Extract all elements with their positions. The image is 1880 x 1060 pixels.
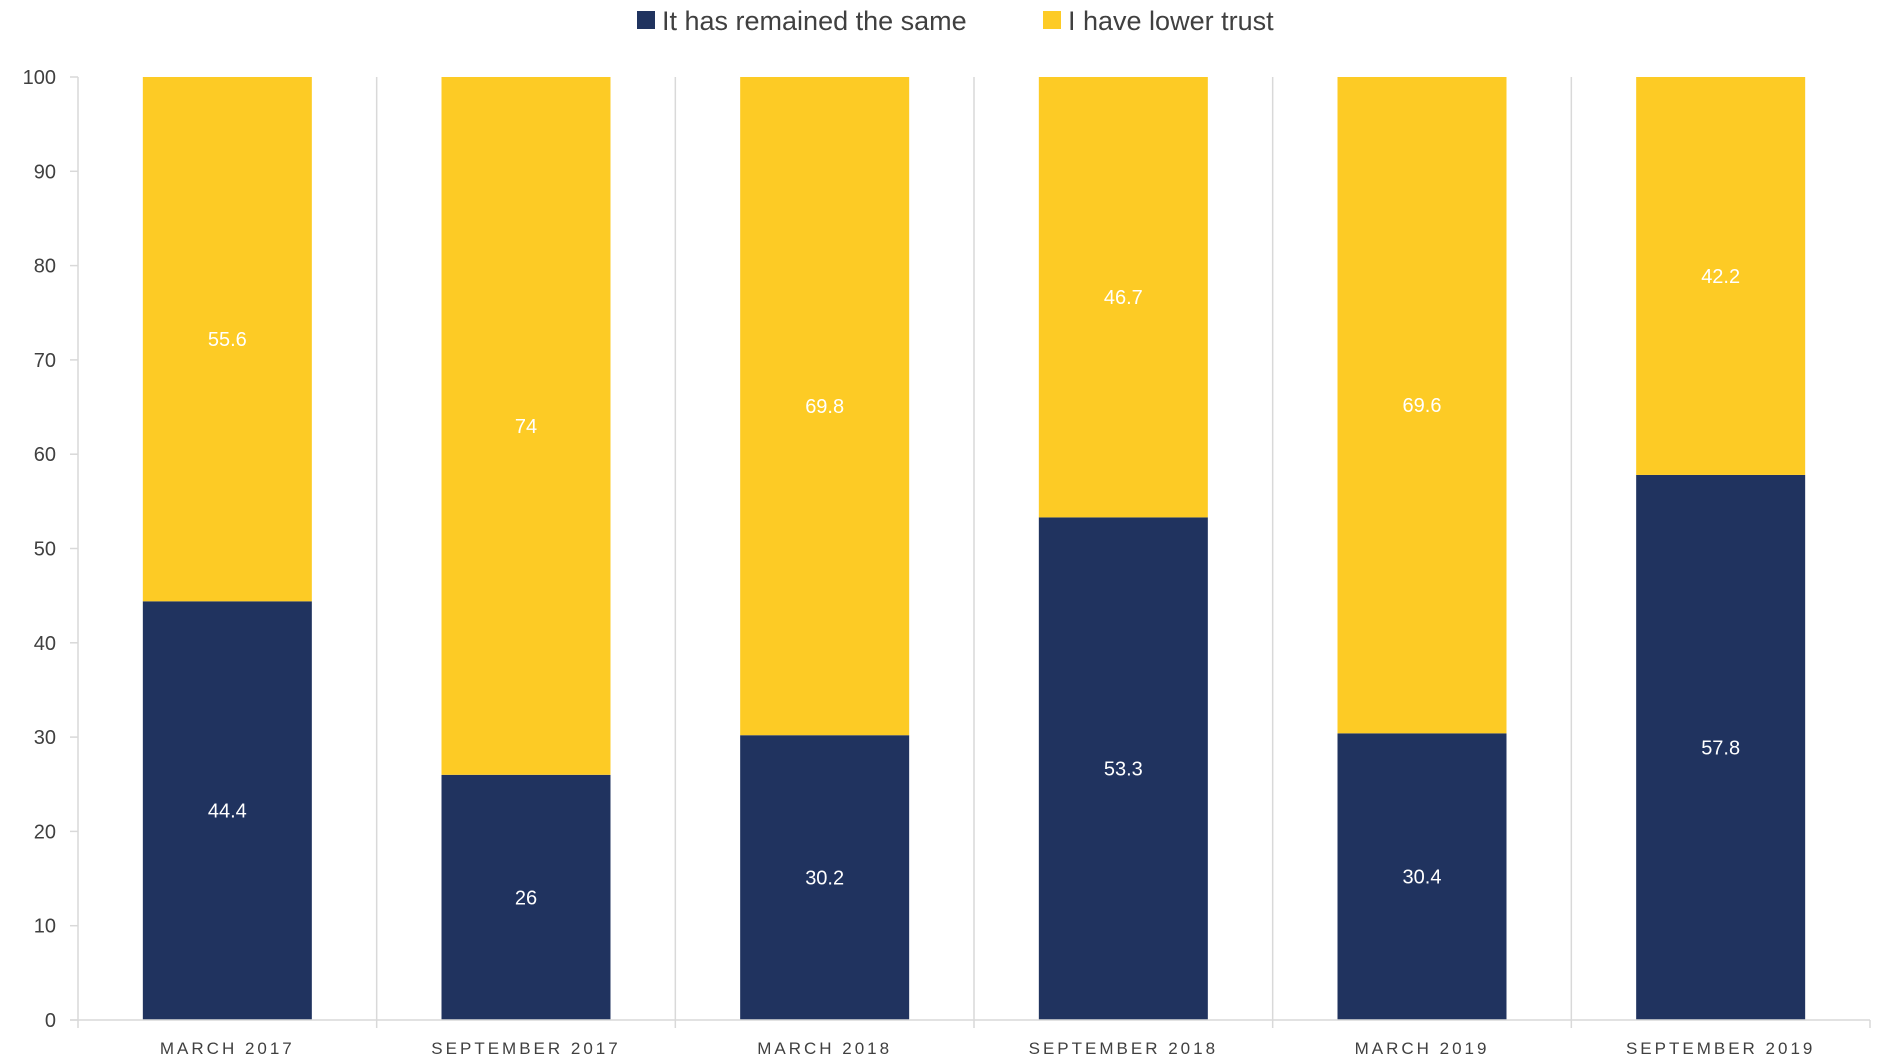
x-tick-label-september-2018: SEPTEMBER 2018 <box>1029 1039 1218 1058</box>
data-label-march-2017-i-have-lower-trust: 55.6 <box>208 329 247 351</box>
legend: It has remained the same I have lower tru… <box>637 6 1274 36</box>
data-label-september-2019-i-have-lower-trust: 42.2 <box>1701 266 1740 288</box>
x-tick-label-march-2017: MARCH 2017 <box>160 1039 295 1058</box>
bar-march-2017-i-have-lower-trust <box>142 77 312 602</box>
data-label-september-2019-it-has-remained-the-same: 57.8 <box>1701 737 1740 759</box>
y-tick-label-50: 50 <box>34 539 56 561</box>
data-label-september-2018-it-has-remained-the-same: 53.3 <box>1104 759 1143 781</box>
bar-march-2019-it-has-remained-the-same <box>1337 733 1507 1020</box>
data-label-march-2018-i-have-lower-trust: 69.8 <box>805 396 844 418</box>
data-labels: 44.4 55.6 26 74 30.2 69.8 53.3 46.7 30.4 69.6 57.8… <box>208 266 1740 909</box>
y-tick-label-90: 90 <box>34 161 56 183</box>
bar-september-2017-it-has-remained-the-same <box>441 774 611 1020</box>
bar-september-2018-i-have-lower-trust <box>1038 77 1208 518</box>
data-label-march-2017-it-has-remained-the-same: 44.4 <box>208 801 247 823</box>
bar-march-2018-i-have-lower-trust <box>740 77 910 736</box>
legend-label-i-have-lower-trust: I have lower trust <box>1068 6 1274 36</box>
bar-september-2018-it-has-remained-the-same <box>1038 517 1208 1020</box>
y-axis: 0 10 20 30 40 50 60 70 80 90 100 <box>23 67 79 1032</box>
y-tick-label-10: 10 <box>34 916 56 938</box>
bar-september-2017-i-have-lower-trust <box>441 77 611 775</box>
y-tick-label-80: 80 <box>34 256 56 278</box>
y-tick-label-60: 60 <box>34 444 56 466</box>
y-tick-label-40: 40 <box>34 633 56 655</box>
data-label-september-2017-i-have-lower-trust: 74 <box>515 416 537 438</box>
bar-march-2019-i-have-lower-trust <box>1337 77 1507 734</box>
x-tick-label-september-2019: SEPTEMBER 2019 <box>1626 1039 1815 1058</box>
bar-september-2019-it-has-remained-the-same <box>1636 474 1806 1020</box>
x-tick-label-march-2018: MARCH 2018 <box>757 1039 892 1058</box>
bar-march-2017-it-has-remained-the-same <box>142 601 312 1020</box>
y-tick-label-0: 0 <box>45 1010 56 1032</box>
data-label-september-2018-i-have-lower-trust: 46.7 <box>1104 287 1143 309</box>
x-tick-label-september-2017: SEPTEMBER 2017 <box>431 1039 620 1058</box>
legend-label-it-has-remained-the-same: It has remained the same <box>662 6 967 36</box>
bar-september-2019-i-have-lower-trust <box>1636 77 1806 475</box>
legend-swatch-i-have-lower-trust <box>1043 11 1061 29</box>
legend-swatch-it-has-remained-the-same <box>637 11 655 29</box>
y-tick-label-70: 70 <box>34 350 56 372</box>
bars <box>142 77 1806 1020</box>
x-axis: MARCH 2017 SEPTEMBER 2017 MARCH 2018 SEPTEM… <box>70 1019 1871 1058</box>
data-label-march-2019-it-has-remained-the-same: 30.4 <box>1403 867 1442 889</box>
y-tick-label-100: 100 <box>23 67 56 89</box>
y-tick-label-30: 30 <box>34 727 56 749</box>
data-label-march-2018-it-has-remained-the-same: 30.2 <box>805 868 844 890</box>
category-separators <box>375 77 1573 1020</box>
y-tick-label-20: 20 <box>34 821 56 843</box>
data-label-march-2019-i-have-lower-trust: 69.6 <box>1403 395 1442 417</box>
x-tick-label-march-2019: MARCH 2019 <box>1355 1039 1490 1058</box>
data-label-september-2017-it-has-remained-the-same: 26 <box>515 887 537 909</box>
bar-march-2018-it-has-remained-the-same <box>740 735 910 1020</box>
